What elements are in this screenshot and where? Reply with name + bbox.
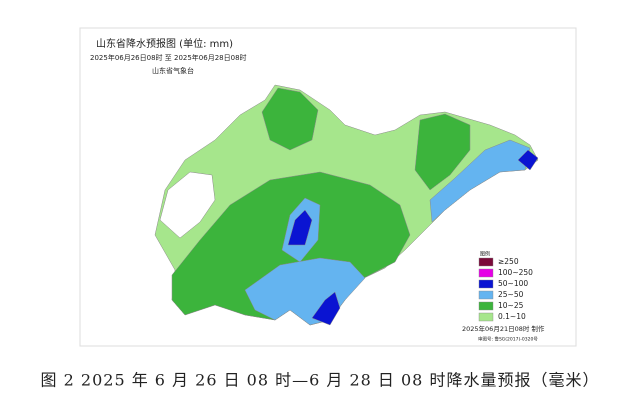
- legend-swatch: [478, 312, 494, 322]
- made-time: 2025年06月21日08时 制作: [462, 324, 545, 333]
- dry-area: [159, 171, 216, 239]
- legend-swatch: [478, 257, 494, 267]
- map-period: 2025年06月26日08时 至 2025年06月28日08时: [90, 53, 247, 62]
- legend-label: 0.1~10: [498, 312, 526, 321]
- legend-swatch: [478, 301, 494, 311]
- map: [154, 84, 539, 326]
- legend-label: 10~25: [498, 301, 524, 310]
- legend-swatch: [478, 279, 494, 289]
- legend-label: 50~100: [498, 279, 528, 288]
- approval-number: 审图号: 鲁SG(2017)-0320号: [478, 336, 538, 343]
- rain-50-100-cape: [517, 149, 539, 171]
- rain-50-100-lake: [287, 209, 313, 246]
- legend-swatch: [478, 290, 494, 300]
- legend-title: 图例: [480, 251, 490, 258]
- legend: 图例 ≥250 100~250 50~100 25~50 10~25 0.1~10: [478, 251, 533, 322]
- map-issuer: 山东省气象台: [152, 66, 194, 75]
- map-title: 山东省降水预报图 (单位: mm): [96, 37, 233, 50]
- figure-caption: 图 2 2025 年 6 月 26 日 08 时—6 月 28 日 08 时降水…: [41, 371, 600, 390]
- rain-10-25-north: [261, 87, 319, 151]
- rain-25-50-east: [429, 139, 531, 223]
- rain-10-25-east: [414, 113, 471, 191]
- rain-50-100-coast: [311, 291, 341, 326]
- legend-swatch: [478, 268, 494, 278]
- legend-label: 100~250: [498, 268, 533, 277]
- legend-label: 25~50: [498, 290, 524, 299]
- legend-label: ≥250: [498, 257, 519, 266]
